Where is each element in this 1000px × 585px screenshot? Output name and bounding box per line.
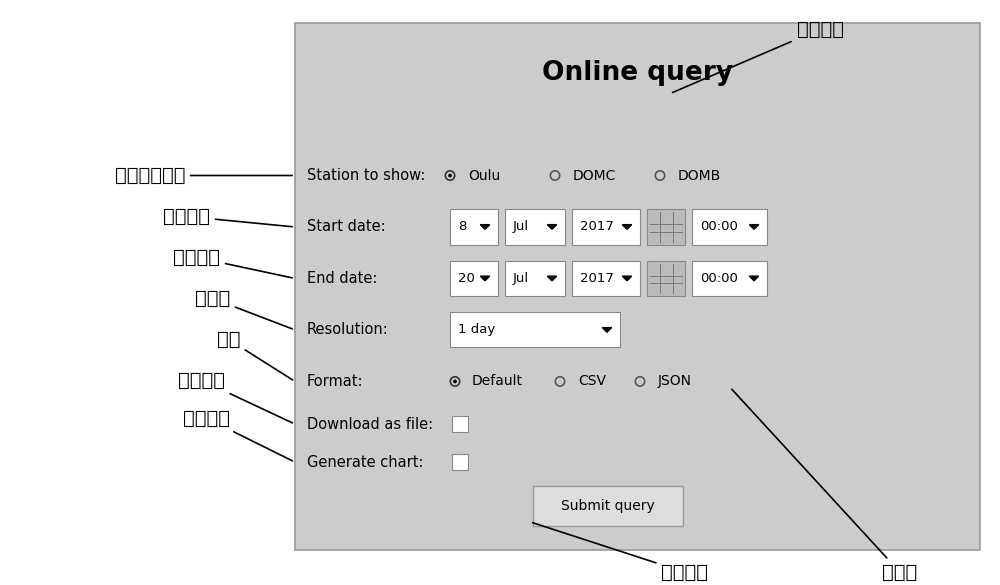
Text: 起始时间: 起始时间: [163, 207, 292, 227]
Text: Start date:: Start date:: [307, 219, 386, 235]
Text: 提交请求: 提交请求: [533, 522, 708, 581]
Text: 2017: 2017: [580, 221, 614, 233]
FancyBboxPatch shape: [450, 312, 620, 347]
Text: 8: 8: [458, 221, 466, 233]
Polygon shape: [622, 225, 632, 229]
Text: 线上请求: 线上请求: [673, 20, 844, 92]
Text: Oulu: Oulu: [468, 168, 500, 183]
Polygon shape: [602, 328, 612, 332]
FancyBboxPatch shape: [647, 261, 685, 296]
Text: Download as file:: Download as file:: [307, 417, 433, 432]
FancyBboxPatch shape: [505, 209, 565, 245]
Ellipse shape: [453, 380, 457, 383]
Text: Jul: Jul: [513, 272, 529, 285]
Text: Jul: Jul: [513, 221, 529, 233]
Text: 下载文件: 下载文件: [178, 371, 292, 423]
FancyBboxPatch shape: [572, 209, 640, 245]
Polygon shape: [749, 276, 759, 281]
Text: Submit query: Submit query: [561, 499, 654, 513]
Text: Station to show:: Station to show:: [307, 168, 425, 183]
Text: 00:00: 00:00: [700, 221, 738, 233]
FancyBboxPatch shape: [452, 416, 468, 432]
FancyBboxPatch shape: [505, 261, 565, 296]
Text: 1 day: 1 day: [458, 324, 495, 336]
Polygon shape: [480, 225, 490, 229]
FancyBboxPatch shape: [532, 486, 682, 526]
Text: 默认值: 默认值: [732, 389, 918, 581]
Text: Resolution:: Resolution:: [307, 322, 389, 338]
Text: JSON: JSON: [658, 374, 692, 388]
Text: 格式: 格式: [216, 330, 293, 380]
FancyBboxPatch shape: [572, 261, 640, 296]
Text: DOMC: DOMC: [573, 168, 616, 183]
FancyBboxPatch shape: [295, 23, 980, 550]
FancyBboxPatch shape: [692, 209, 767, 245]
FancyBboxPatch shape: [450, 261, 498, 296]
Ellipse shape: [448, 174, 452, 177]
Text: Default: Default: [472, 374, 523, 388]
Text: Format:: Format:: [307, 374, 364, 389]
Text: Online query: Online query: [542, 60, 733, 86]
Text: 生成图表: 生成图表: [183, 409, 293, 461]
FancyBboxPatch shape: [450, 209, 498, 245]
Text: 2017: 2017: [580, 272, 614, 285]
Text: 显示的观测站: 显示的观测站: [114, 166, 292, 185]
Polygon shape: [622, 276, 632, 281]
FancyBboxPatch shape: [692, 261, 767, 296]
Text: 20: 20: [458, 272, 475, 285]
FancyBboxPatch shape: [452, 454, 468, 470]
Polygon shape: [480, 276, 490, 281]
Text: CSV: CSV: [578, 374, 606, 388]
Text: Generate chart:: Generate chart:: [307, 455, 424, 470]
Polygon shape: [547, 225, 557, 229]
Text: 分辨率: 分辨率: [195, 289, 292, 329]
Text: End date:: End date:: [307, 271, 377, 286]
Polygon shape: [749, 225, 759, 229]
Text: 00:00: 00:00: [700, 272, 738, 285]
FancyBboxPatch shape: [647, 209, 685, 245]
Text: DOMB: DOMB: [678, 168, 721, 183]
Polygon shape: [547, 276, 557, 281]
Text: 结束时间: 结束时间: [173, 248, 292, 278]
